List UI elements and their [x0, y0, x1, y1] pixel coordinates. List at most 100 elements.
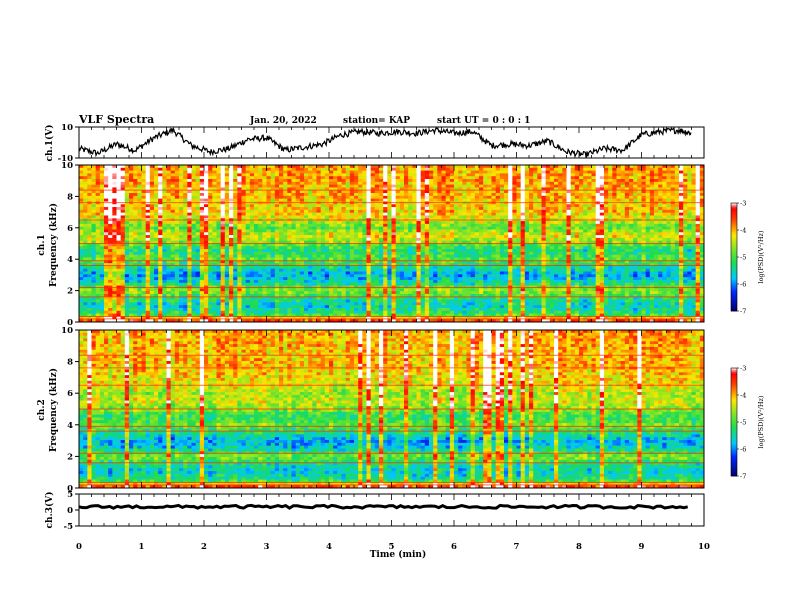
spectrogram-cell	[120, 173, 126, 177]
spectrogram-cell	[308, 195, 313, 200]
spectrogram-cell	[395, 235, 401, 239]
spectrogram-cell	[170, 207, 176, 211]
spectrogram-cell	[612, 181, 617, 186]
spectrogram-cell	[437, 204, 442, 208]
spectrogram-cell	[162, 179, 167, 183]
spectrogram-cell	[187, 190, 192, 194]
spectrogram-cell	[604, 221, 609, 225]
spectrogram-cell	[95, 215, 101, 219]
spectrogram-cell	[579, 170, 584, 174]
spectrogram-cell	[145, 246, 151, 250]
spectrogram-cell	[662, 209, 667, 214]
spectrogram-cell	[633, 198, 638, 202]
spectrogram-cell	[241, 243, 247, 247]
spectrogram-cell	[416, 167, 422, 171]
spectrogram-cell	[687, 167, 692, 171]
spectrogram-cell	[141, 254, 147, 258]
spectrogram-cell	[195, 176, 201, 180]
spectrogram-cell	[691, 235, 697, 239]
spectrogram-cell	[237, 198, 242, 202]
spectrogram-cell	[558, 232, 563, 236]
spectrogram-cell	[362, 184, 367, 188]
spectrogram-cell	[258, 179, 263, 183]
spectrogram-cell	[529, 251, 534, 256]
spectrogram-cell	[666, 187, 672, 191]
spectrogram-cell	[145, 193, 151, 197]
spectrogram-cell	[483, 232, 488, 236]
spectrogram-cell	[333, 254, 338, 258]
spectrogram-cell	[170, 229, 176, 233]
spectrogram-cell	[354, 246, 359, 250]
spectrogram-cell	[133, 232, 138, 236]
spectrogram-cell	[366, 240, 372, 244]
spectrogram-cell	[699, 223, 705, 228]
spectrogram-cell	[620, 193, 626, 197]
spectrogram-cell	[266, 187, 272, 191]
spectrogram-cell	[362, 237, 367, 242]
spectrogram-cell	[108, 209, 113, 214]
spectrogram-cell	[649, 249, 655, 253]
spectrogram-cell	[249, 195, 255, 200]
spectrogram-cell	[595, 223, 601, 228]
spectrogram-cell	[116, 229, 122, 233]
spectrogram-cell	[687, 235, 692, 239]
spectrogram-cell	[120, 167, 126, 171]
spectrogram-cell	[204, 167, 209, 171]
spectrogram-cell	[462, 204, 467, 208]
spectrogram-cell	[91, 181, 97, 186]
spectrogram-cell	[245, 223, 251, 228]
spectrogram-cell	[570, 243, 576, 247]
spectrogram-cell	[362, 251, 367, 256]
spectrogram-cell	[441, 240, 447, 244]
spectrogram-cell	[224, 198, 230, 202]
spectrogram-cell	[616, 212, 622, 216]
spectrogram-cell	[358, 215, 363, 219]
spectrogram-cell	[274, 249, 280, 253]
spectrogram-cell	[195, 243, 201, 247]
spectrogram-cell	[204, 165, 209, 169]
spectrogram-cell	[270, 226, 276, 230]
spectrogram-cell	[433, 176, 438, 180]
spectrogram-cell	[687, 198, 692, 202]
spectrogram-cell	[199, 212, 205, 216]
spectrogram-cell	[345, 223, 351, 228]
spectrogram-cell	[670, 243, 676, 247]
spectrogram-cell	[370, 235, 376, 239]
spectrogram-cell	[570, 249, 576, 253]
spectrogram-cell	[399, 193, 405, 197]
spectrogram-cell	[629, 251, 634, 256]
spectrogram-cell	[154, 167, 159, 171]
spectrogram-cell	[374, 212, 380, 216]
spectrogram-cell	[387, 204, 392, 208]
spectrogram-cell	[229, 193, 234, 197]
spectrogram-cell	[533, 221, 538, 225]
spectrogram-cell	[108, 240, 113, 244]
spectrogram-cell	[649, 226, 655, 230]
spectrogram-cell	[137, 179, 142, 183]
spectrogram-cell	[483, 226, 488, 230]
spectrogram-cell	[187, 187, 192, 191]
spectrogram-cell	[233, 193, 238, 197]
spectrogram-cell	[649, 167, 655, 171]
spectrogram-cell	[541, 165, 547, 169]
spectrogram-cell	[287, 215, 292, 219]
spectrogram-cell	[424, 190, 430, 194]
spectrogram-cell	[541, 170, 547, 174]
spectrogram-cell	[533, 187, 538, 191]
spectrogram-cell	[474, 237, 480, 242]
spectrogram-cell	[174, 204, 180, 208]
spectrogram-cell	[487, 237, 492, 242]
spectrogram-cell	[295, 254, 301, 258]
spectrogram-cell	[691, 167, 697, 171]
spectrogram-cell	[620, 184, 626, 188]
spectrogram-cell	[204, 254, 209, 258]
spectrogram-cell	[433, 249, 438, 253]
spectrogram-cell	[533, 237, 538, 242]
spectrogram-cell	[349, 179, 355, 183]
spectrogram-cell	[587, 215, 592, 219]
spectrogram-cell	[599, 212, 605, 216]
spectrogram-cell	[366, 179, 372, 183]
spectrogram-cell	[212, 184, 217, 188]
spectrogram-cell	[308, 184, 313, 188]
spectrogram-cell	[129, 212, 134, 216]
